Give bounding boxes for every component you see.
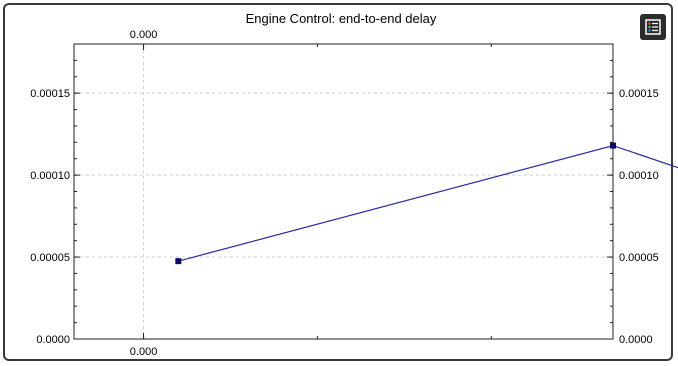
chart-title: Engine Control: end-to-end delay [246,11,437,26]
y-tick-label-left-2: 0.00010 [30,170,70,182]
y-tick-label-right-1: 0.00005 [619,252,659,264]
x-tick-label-top-0: 0.000 [130,29,158,41]
legend-toggle-button[interactable] [640,14,666,40]
plot-area [74,44,613,339]
y-tick-label-right-3: 0.00015 [619,88,659,100]
legend-list-icon [645,19,661,35]
y-tick-label-right-2: 0.00010 [619,170,659,182]
y-tick-label-right-0: 0.0000 [619,334,653,346]
data-point-0 [175,258,182,265]
y-tick-label-left-3: 0.00015 [30,88,70,100]
x-tick-label-bottom-0: 0.000 [130,346,158,358]
data-point-1 [610,142,616,149]
y-tick-label-left-1: 0.00005 [30,252,70,264]
y-tick-label-left-0: 0.0000 [36,334,70,346]
